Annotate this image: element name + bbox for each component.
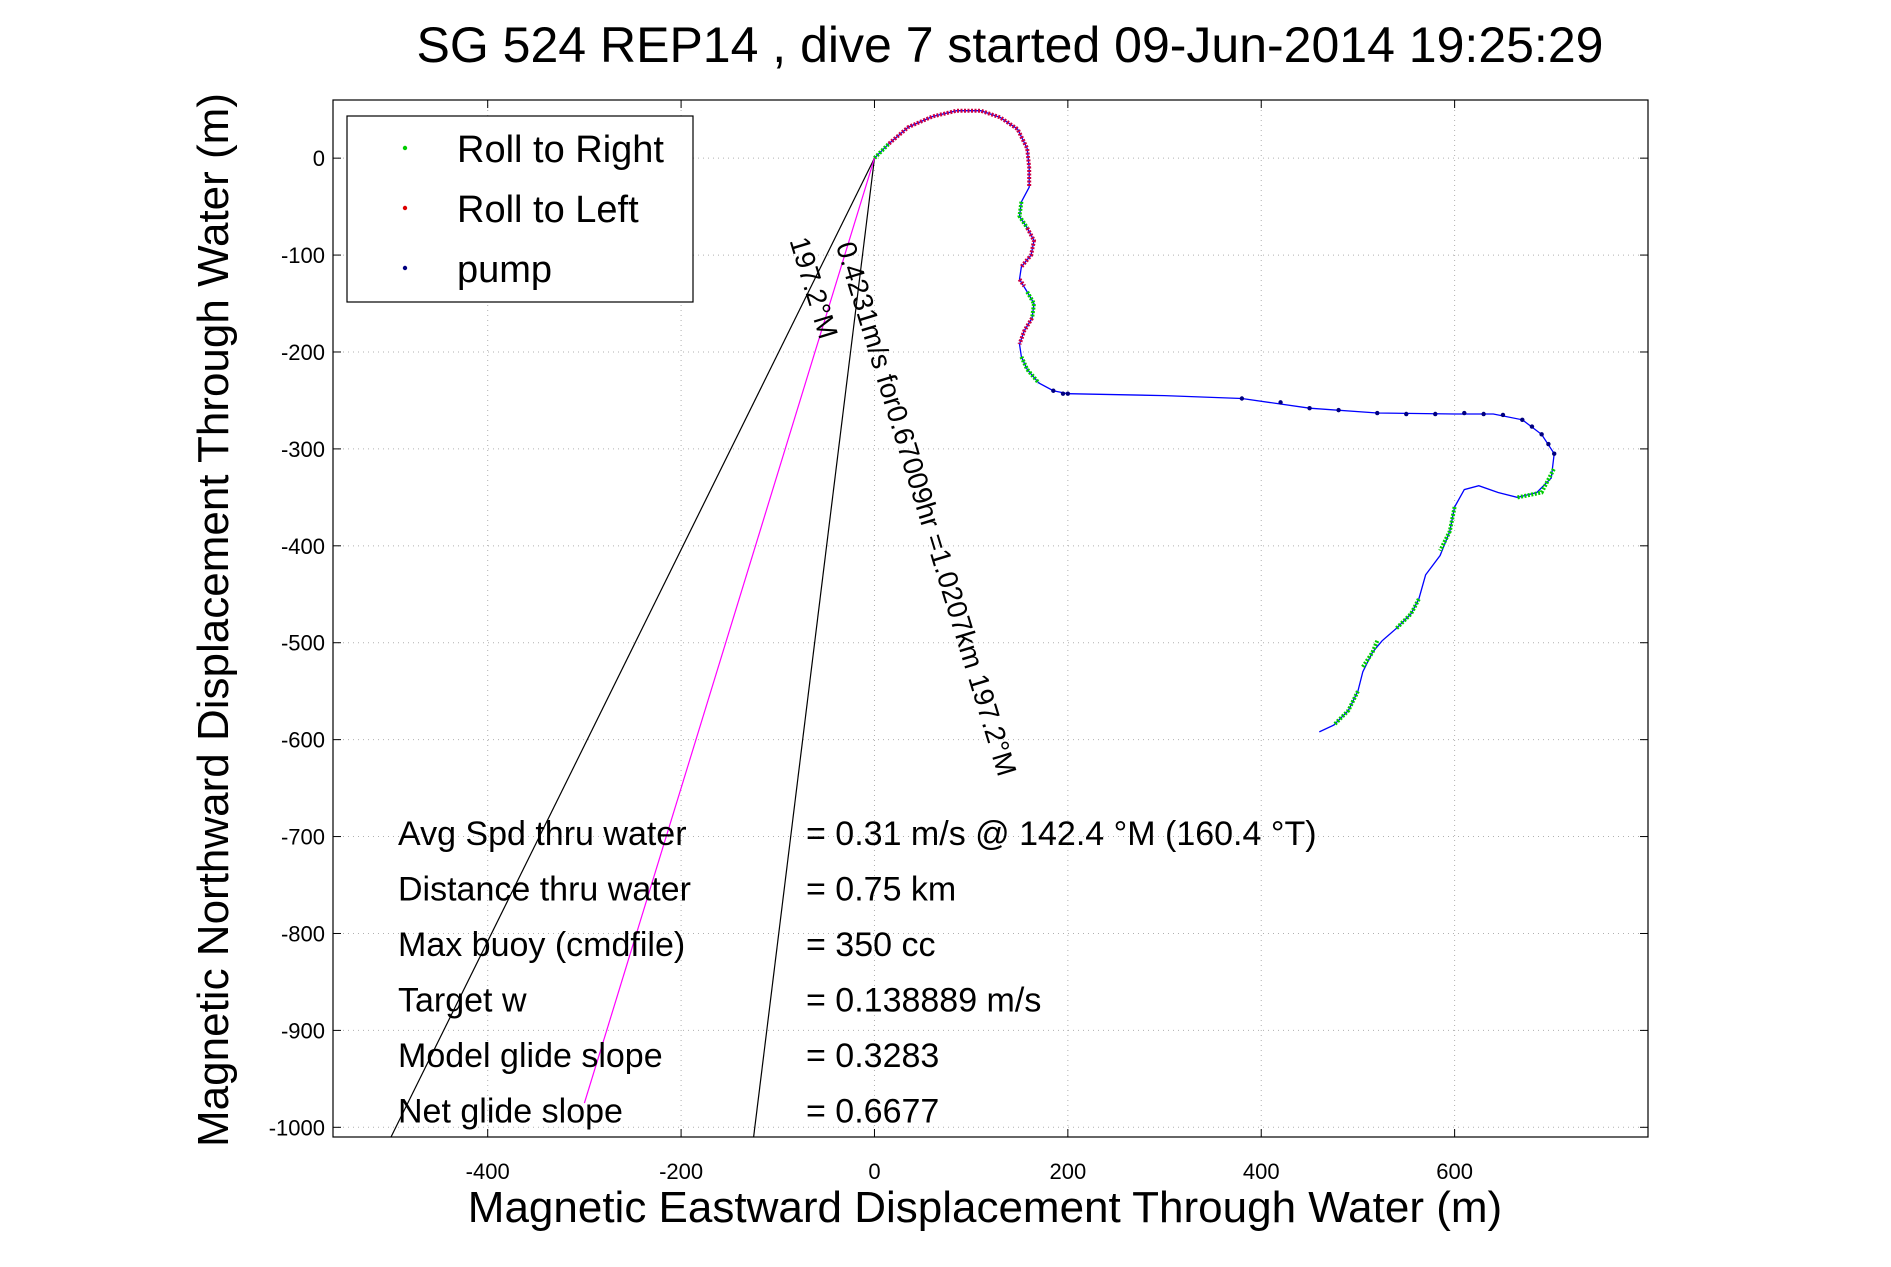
x-tick-label: -400	[466, 1159, 510, 1184]
pump-point	[1552, 451, 1557, 456]
y-tick-label: -1000	[269, 1115, 325, 1140]
pump-point	[1462, 410, 1467, 416]
fan-line-2	[583, 157, 876, 1104]
stat-label: Net glide slope	[398, 1093, 623, 1131]
stat-label: Max buoy (cmdfile)	[398, 926, 685, 964]
pump-point	[1060, 391, 1066, 396]
pump-point	[1336, 407, 1341, 413]
roll-left-segment	[1017, 278, 1026, 288]
roll-left-segment	[887, 108, 1032, 188]
stat-value: = 0.138889 m/s	[806, 982, 1041, 1020]
x-tick-label: 600	[1436, 1159, 1473, 1184]
pump-point	[1278, 400, 1283, 405]
y-tick-label: -300	[281, 437, 325, 462]
stat-label: Avg Spd thru water	[398, 815, 687, 853]
y-tick-label: -600	[281, 728, 325, 753]
y-tick-label: -200	[281, 340, 325, 365]
chart-title: SG 524 REP14 , dive 7 started 09-Jun-201…	[417, 17, 1604, 73]
y-tick-label: -800	[281, 921, 325, 946]
pump-point	[1065, 391, 1071, 396]
y-tick-label: -400	[281, 534, 325, 559]
stat-label: Distance thru water	[398, 871, 691, 909]
x-tick-label: 0	[868, 1159, 880, 1184]
stat-value: = 0.6677	[806, 1093, 939, 1131]
stat-value: = 350 cc	[806, 926, 935, 964]
pump-point	[1433, 411, 1438, 417]
pump-point	[1546, 441, 1551, 447]
roll-right-segment	[1332, 690, 1360, 727]
fan-line-1	[753, 158, 876, 1138]
legend-label-1: Roll to Left	[457, 189, 639, 231]
y-axis-label: Magnetic Northward Displacement Through …	[189, 93, 238, 1147]
plot-frame	[332, 99, 1649, 1138]
stat-value: = 0.3283	[806, 1037, 939, 1075]
stat-label: Target w	[398, 982, 527, 1020]
y-tick-label: -100	[281, 243, 325, 268]
track-layer	[873, 108, 1557, 733]
roll-right-segment	[1017, 201, 1029, 230]
legend-label-2: pump	[457, 249, 552, 291]
x-tick-label: 400	[1243, 1159, 1280, 1184]
x-tick-label: -200	[659, 1159, 703, 1184]
pump-point	[1500, 412, 1506, 418]
legend-label-0: Roll to Right	[457, 129, 664, 171]
pump-point	[1239, 396, 1245, 401]
roll-right-segment	[1361, 640, 1380, 669]
pump-point	[1375, 410, 1380, 416]
pump-point	[1307, 405, 1312, 411]
fan-lines	[390, 157, 876, 1138]
y-tick-label: -500	[281, 631, 325, 656]
pump-point	[1539, 432, 1544, 437]
y-tick-label: -700	[281, 825, 325, 850]
pump-point	[1529, 424, 1535, 429]
pump-point	[1520, 417, 1525, 423]
legend-marker-0	[402, 145, 408, 151]
roll-right-segment	[1019, 355, 1041, 385]
stats-block: Avg Spd thru water = 0.31 m/s @ 142.4 °M …	[398, 815, 1317, 1131]
roll-left-segment	[1019, 226, 1037, 268]
axes: -400 -200 0 200 400 600 0 -100 -200 -300 -400 -500 -…	[269, 99, 1649, 1184]
legend-marker-2	[402, 265, 408, 271]
roll-left-segment	[1017, 317, 1034, 345]
legend: Roll to Right Roll to Left pump	[346, 115, 694, 303]
y-tick-label: 0	[313, 146, 325, 171]
y-tick-label: -900	[281, 1018, 325, 1043]
stat-value: = 0.75 km	[806, 871, 956, 909]
roll-right-segment	[1438, 506, 1457, 552]
pump-point	[1404, 411, 1409, 417]
roll-right-segment	[1517, 467, 1556, 500]
roll-right-segment	[1025, 290, 1037, 319]
x-tick-label: 200	[1049, 1159, 1086, 1184]
stat-label: Model glide slope	[398, 1037, 663, 1075]
fan-line-0	[390, 157, 876, 1138]
pump-point	[1481, 411, 1486, 417]
x-axis-label: Magnetic Eastward Displacement Through W…	[468, 1183, 1502, 1232]
pump-point	[1051, 388, 1056, 393]
legend-marker-1	[402, 205, 408, 211]
stat-value: = 0.31 m/s @ 142.4 °M (160.4 °T)	[806, 815, 1317, 853]
